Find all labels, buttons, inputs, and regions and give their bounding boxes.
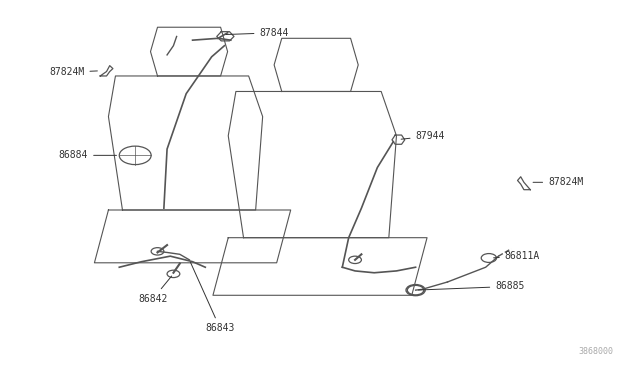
Text: 86843: 86843 [191,262,235,333]
Text: 87844: 87844 [226,28,289,38]
Text: 86842: 86842 [138,276,172,304]
Text: 86884: 86884 [59,150,116,160]
Text: 87824M: 87824M [49,67,97,77]
Text: 86885: 86885 [419,282,525,291]
Text: 87944: 87944 [401,131,445,141]
Text: 3868000: 3868000 [578,347,613,356]
Text: 87824M: 87824M [533,177,584,187]
Text: 86811A: 86811A [493,251,540,261]
